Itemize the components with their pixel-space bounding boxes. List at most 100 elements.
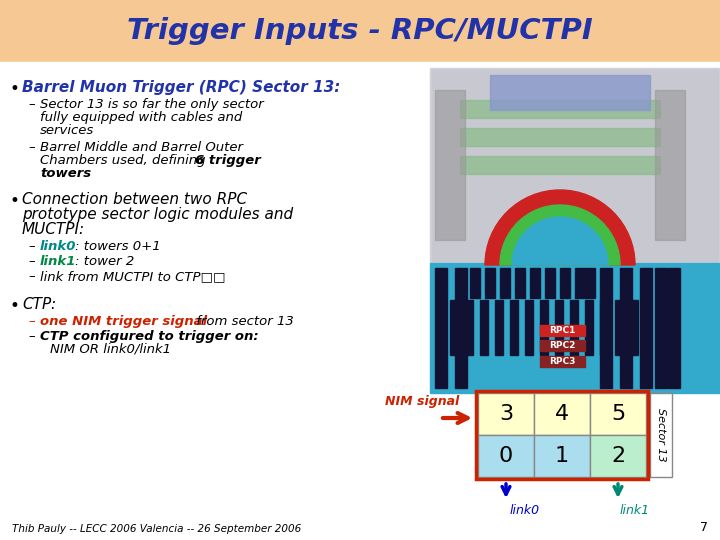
- Text: link from MUCTPI to CTP□□: link from MUCTPI to CTP□□: [40, 270, 225, 283]
- Text: RPC3: RPC3: [549, 357, 575, 366]
- Text: link0: link0: [40, 240, 76, 253]
- Bar: [478, 393, 534, 435]
- Bar: [540, 340, 585, 351]
- Text: 0: 0: [499, 446, 513, 466]
- Text: CTP configured to trigger on:: CTP configured to trigger on:: [40, 330, 258, 343]
- Text: CTP:: CTP:: [22, 297, 56, 312]
- Bar: [650, 393, 672, 477]
- Bar: [655, 90, 685, 240]
- Text: 6 trigger: 6 trigger: [195, 154, 261, 167]
- Wedge shape: [485, 190, 635, 265]
- Text: link1: link1: [620, 504, 650, 517]
- Bar: [432, 70, 718, 261]
- Text: 5: 5: [611, 404, 625, 424]
- Text: link1: link1: [40, 255, 76, 268]
- Bar: [600, 300, 608, 355]
- Bar: [545, 268, 555, 298]
- Text: : tower 2: : tower 2: [75, 255, 134, 268]
- Bar: [525, 300, 533, 355]
- Wedge shape: [512, 217, 608, 265]
- Bar: [540, 300, 548, 355]
- Text: fully equipped with cables and: fully equipped with cables and: [40, 111, 242, 124]
- Text: RPC2: RPC2: [549, 341, 575, 350]
- Text: 4: 4: [555, 404, 569, 424]
- Bar: [570, 300, 578, 355]
- Bar: [655, 268, 667, 388]
- Bar: [480, 300, 488, 355]
- Text: –: –: [28, 255, 35, 268]
- Text: Barrel Middle and Barrel Outer: Barrel Middle and Barrel Outer: [40, 141, 243, 154]
- Bar: [0, 62, 720, 540]
- Text: towers: towers: [40, 167, 91, 180]
- Bar: [430, 263, 720, 393]
- Bar: [575, 268, 585, 298]
- Text: 2: 2: [611, 446, 625, 466]
- Bar: [435, 90, 465, 240]
- Text: 7: 7: [700, 521, 708, 534]
- Text: Barrel Muon Trigger (RPC) Sector 13:: Barrel Muon Trigger (RPC) Sector 13:: [22, 80, 341, 95]
- Bar: [555, 300, 563, 355]
- Bar: [540, 356, 585, 367]
- Bar: [510, 300, 518, 355]
- Text: Sector 13: Sector 13: [656, 408, 666, 462]
- Text: –: –: [28, 141, 35, 154]
- Bar: [640, 268, 652, 388]
- Text: RPC1: RPC1: [549, 326, 575, 335]
- Text: NIM signal: NIM signal: [385, 395, 459, 408]
- Text: –: –: [28, 315, 35, 328]
- Text: –: –: [28, 270, 35, 283]
- Bar: [500, 268, 510, 298]
- Bar: [430, 68, 720, 263]
- Text: NIM OR link0/link1: NIM OR link0/link1: [50, 343, 171, 356]
- Bar: [540, 325, 585, 336]
- Bar: [450, 300, 458, 355]
- Text: prototype sector logic modules and: prototype sector logic modules and: [22, 207, 293, 222]
- Text: Sector 13 is so far the only sector: Sector 13 is so far the only sector: [40, 98, 264, 111]
- Bar: [0, 0, 720, 62]
- Text: –: –: [28, 240, 35, 253]
- Text: from sector 13: from sector 13: [192, 315, 294, 328]
- Wedge shape: [500, 205, 620, 265]
- Bar: [490, 75, 650, 110]
- Text: : towers 0+1: : towers 0+1: [75, 240, 161, 253]
- Text: –: –: [28, 98, 35, 111]
- Text: 1: 1: [555, 446, 569, 466]
- Text: services: services: [40, 124, 94, 137]
- Bar: [590, 393, 646, 435]
- Bar: [485, 268, 495, 298]
- Bar: [530, 268, 540, 298]
- Text: •: •: [10, 192, 20, 210]
- Bar: [600, 268, 612, 388]
- Bar: [620, 268, 632, 388]
- Bar: [534, 435, 590, 477]
- Bar: [460, 128, 660, 146]
- Text: •: •: [10, 297, 20, 315]
- Bar: [560, 268, 570, 298]
- Bar: [460, 100, 660, 118]
- Text: –: –: [28, 330, 35, 343]
- Bar: [455, 268, 467, 388]
- Text: Trigger Inputs - RPC/MUCTPI: Trigger Inputs - RPC/MUCTPI: [127, 17, 593, 45]
- Bar: [515, 268, 525, 298]
- Bar: [470, 268, 480, 298]
- Bar: [534, 393, 590, 435]
- Bar: [476, 391, 648, 479]
- Bar: [478, 435, 534, 477]
- Bar: [585, 300, 593, 355]
- Bar: [465, 300, 473, 355]
- Bar: [435, 268, 447, 388]
- Bar: [615, 300, 623, 355]
- Text: 3: 3: [499, 404, 513, 424]
- Bar: [630, 300, 638, 355]
- Bar: [668, 268, 680, 388]
- Text: •: •: [10, 80, 20, 98]
- Text: one NIM trigger signal: one NIM trigger signal: [40, 315, 207, 328]
- Text: Connection between two RPC: Connection between two RPC: [22, 192, 247, 207]
- Bar: [495, 300, 503, 355]
- Bar: [585, 268, 595, 298]
- Text: Thib Pauly -- LECC 2006 Valencia -- 26 September 2006: Thib Pauly -- LECC 2006 Valencia -- 26 S…: [12, 524, 301, 534]
- Bar: [590, 435, 646, 477]
- Text: MUCTPI:: MUCTPI:: [22, 222, 85, 237]
- Text: link0: link0: [510, 504, 540, 517]
- Text: Chambers used, defining: Chambers used, defining: [40, 154, 210, 167]
